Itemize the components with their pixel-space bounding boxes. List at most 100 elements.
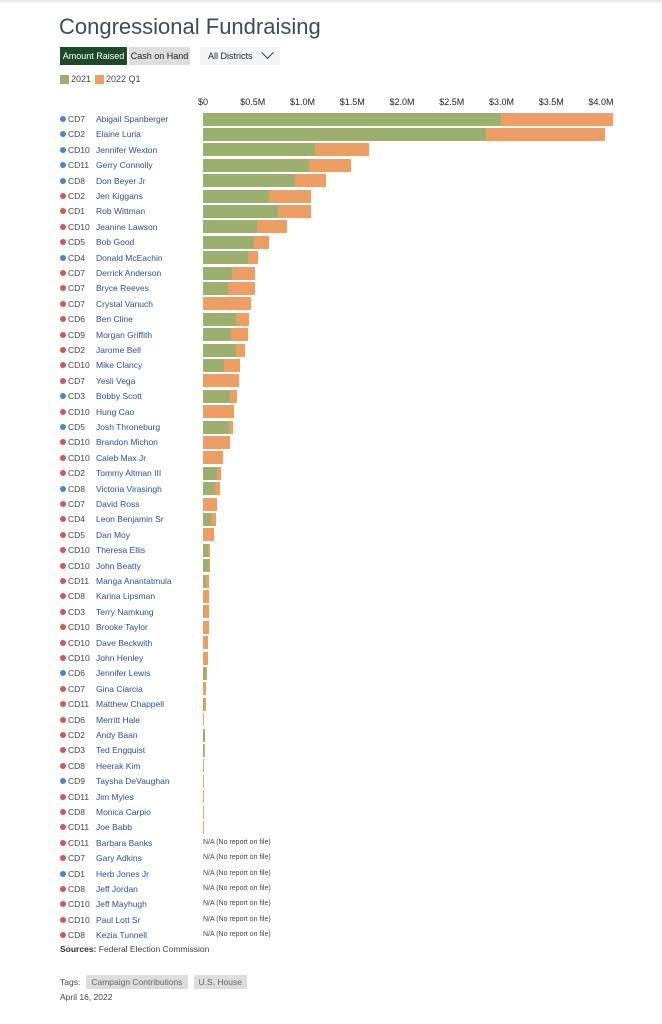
district-label: CD6 <box>68 714 86 725</box>
bar-2022-q1 <box>211 512 216 526</box>
x-tick-label: $3.0M <box>488 97 515 107</box>
candidate-link[interactable]: Hung Cao <box>96 406 135 417</box>
bar-2022-q1 <box>203 682 207 696</box>
candidate-link[interactable]: Leon Benjamin Sr <box>96 514 164 525</box>
bar-2022-q1 <box>203 451 224 465</box>
district-label: CD10 <box>68 637 90 648</box>
candidate-link[interactable]: Gina Ciarcia <box>96 683 143 694</box>
chart-row: CD6 Jennifer Lewis <box>60 666 620 680</box>
candidate-link[interactable]: Monica Carpio <box>96 807 151 817</box>
republican-dot-icon <box>60 439 66 446</box>
candidate-link[interactable]: Bobby Scott <box>96 391 142 402</box>
republican-dot-icon <box>60 685 66 692</box>
candidate-link[interactable]: Dave Beckwith <box>96 637 153 648</box>
candidate-link[interactable]: Gerry Connolly <box>96 160 153 171</box>
bar-2022-q1 <box>203 589 209 603</box>
candidate-link[interactable]: Brooke Taylor <box>96 622 148 633</box>
candidate-link[interactable]: Karina Lipsman <box>96 591 156 602</box>
candidate-link[interactable]: Derrick Anderson <box>96 268 162 278</box>
candidate-link[interactable]: Matthew Chappell <box>96 699 165 710</box>
candidate-link[interactable]: Don Beyer Jr <box>96 175 146 186</box>
district-label: CD10 <box>68 452 90 463</box>
candidate-link[interactable]: Tommy Altman III <box>96 468 162 479</box>
candidate-link[interactable]: Theresa Ellis <box>96 545 146 556</box>
district-label: CD10 <box>68 437 90 448</box>
no-report-label: N/A (No report on file) <box>203 869 271 877</box>
republican-dot-icon <box>60 347 66 353</box>
chart-row: CD10 John Henley <box>60 651 620 665</box>
bar-2022-q1 <box>203 620 209 634</box>
candidate-link[interactable]: Donald McEachin <box>96 252 163 263</box>
candidate-link[interactable]: John Beatty <box>96 560 141 571</box>
tags-label: Tags: <box>60 977 81 987</box>
district-label: CD2 <box>68 730 86 740</box>
candidate-link[interactable]: Josh Throneburg <box>96 422 161 432</box>
candidate-link[interactable]: Bryce Reeves <box>96 283 149 294</box>
chart-row: CD10 Jeff Mayhugh N/A (No report on file) <box>60 897 620 911</box>
republican-dot-icon <box>60 932 66 939</box>
chart-row: CD10 Hung Cao <box>60 405 620 419</box>
candidate-link[interactable]: Caleb Max Jr <box>96 452 147 463</box>
amount-raised-button[interactable]: Amount Raised <box>60 47 127 65</box>
democrat-dot-icon <box>60 146 66 153</box>
bar-2022-q1 <box>203 790 204 804</box>
candidate-link[interactable]: Ted Engquist <box>96 745 146 756</box>
candidate-link[interactable]: Crystal Vanuch <box>96 298 154 309</box>
chart-row: CD7 Bryce Reeves <box>60 281 620 295</box>
candidate-link[interactable]: Jen Kiggans <box>96 191 143 201</box>
sources-text: Federal Election Commission <box>98 944 210 954</box>
candidate-link[interactable]: Jennifer Lewis <box>96 668 151 679</box>
chart-row: CD9 Taysha DeVaughan <box>60 774 620 788</box>
chart-row: CD10 Dave Beckwith <box>60 636 620 650</box>
tag-us-house[interactable]: U.S. House <box>193 975 247 989</box>
candidate-link[interactable]: Abigail Spanberger <box>96 114 169 124</box>
bar-2022-q1 <box>203 405 234 419</box>
candidate-link[interactable]: Bob Good <box>96 237 135 248</box>
candidate-link[interactable]: Brandon Michon <box>96 437 158 448</box>
candidate-link[interactable]: Jeff Jordan <box>96 884 138 894</box>
candidate-link[interactable]: Barbara Banks <box>96 837 153 848</box>
candidate-link[interactable]: Jeanine Lawson <box>96 221 158 232</box>
candidate-link[interactable]: Merritt Hale <box>96 714 140 725</box>
district-select[interactable]: All Districts <box>200 46 280 65</box>
candidate-link[interactable]: Victoria Virasingh <box>96 483 162 494</box>
bar-2022-q1 <box>231 266 255 280</box>
democrat-dot-icon <box>60 393 66 400</box>
candidate-link[interactable]: Terry Namkung <box>96 606 154 617</box>
district-label: CD3 <box>68 606 86 617</box>
candidate-link[interactable]: Taysha DeVaughan <box>96 776 170 787</box>
candidate-link[interactable]: Heerak Kim <box>96 760 141 771</box>
candidate-link[interactable]: Herb Jones Jr <box>96 868 149 879</box>
candidate-link[interactable]: Yesli Vega <box>96 375 136 386</box>
chart-row: CD11 Joe Babb <box>60 820 620 834</box>
candidate-link[interactable]: Elaine Luria <box>96 129 141 140</box>
candidate-link[interactable]: Ben Cline <box>96 314 133 325</box>
district-label: CD10 <box>68 622 90 633</box>
bar-2022-q1 <box>215 482 220 496</box>
candidate-link[interactable]: Rob Wittman <box>96 206 146 217</box>
candidate-link[interactable]: Jim Myles <box>96 791 134 802</box>
candidate-link[interactable]: Gary Adkins <box>96 853 142 864</box>
bar-2022-q1 <box>294 174 327 188</box>
candidate-link[interactable]: Manga Anantatmula <box>96 576 172 586</box>
district-label: CD8 <box>68 591 86 602</box>
bar-2021 <box>203 358 224 372</box>
district-label: CD11 <box>68 699 90 710</box>
candidate-link[interactable]: Paul Lott Sr <box>96 914 141 925</box>
candidate-link[interactable]: Dan Moy <box>96 529 131 540</box>
candidate-link[interactable]: John Henley <box>96 653 144 663</box>
republican-dot-icon <box>60 839 66 846</box>
chevron-down-icon <box>261 46 274 60</box>
candidate-link[interactable]: David Ross <box>96 499 140 509</box>
candidate-link[interactable]: Jeff Mayhugh <box>96 899 147 910</box>
bar-2021 <box>203 266 232 280</box>
tag-campaign-contributions[interactable]: Campaign Contributions <box>86 975 188 989</box>
candidate-link[interactable]: Mike Clancy <box>96 360 143 371</box>
candidate-link[interactable]: Andy Baan <box>96 730 138 740</box>
candidate-link[interactable]: Morgan Griffith <box>96 329 153 340</box>
candidate-link[interactable]: Kezia Tunnell <box>96 930 148 941</box>
cash-on-hand-button[interactable]: Cash on Hand <box>129 47 190 65</box>
candidate-link[interactable]: Jennifer Wexton <box>96 144 158 155</box>
candidate-link[interactable]: Joe Babb <box>96 822 132 833</box>
candidate-link[interactable]: Jarome Bell <box>96 345 141 355</box>
